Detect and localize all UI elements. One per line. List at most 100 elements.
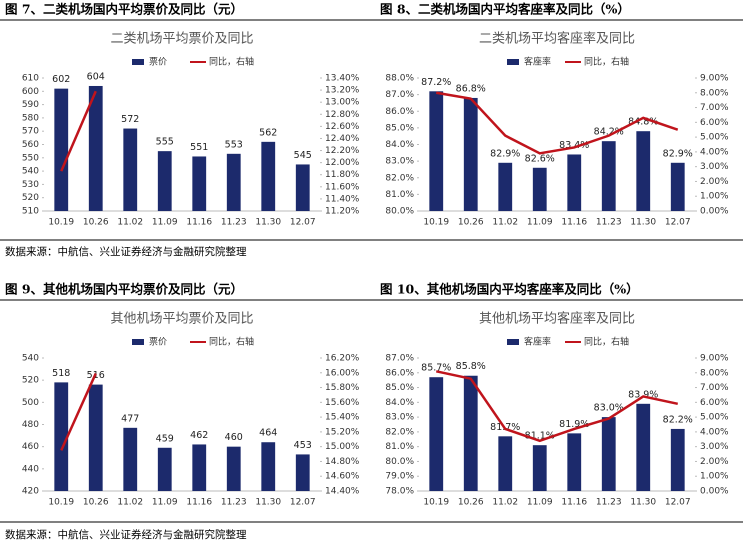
y-tick-label: 85.0% — [385, 383, 414, 393]
x-tick-label: 11.16 — [561, 218, 587, 228]
bar — [567, 154, 582, 211]
x-tick-label: 11.09 — [152, 498, 178, 508]
bar — [532, 167, 547, 211]
bar — [295, 164, 310, 211]
y-tick-label: 79.0% — [385, 472, 414, 482]
bar — [88, 85, 103, 211]
bar — [601, 141, 616, 211]
y-tick-label: 530 — [22, 180, 39, 190]
y-tick-label: 520 — [22, 376, 39, 386]
y2-tick-label: 13.00% — [325, 98, 360, 108]
bar — [498, 162, 513, 211]
x-tick-label: 11.23 — [596, 218, 622, 228]
line — [60, 373, 97, 451]
bar — [463, 97, 478, 211]
bar — [295, 454, 310, 491]
bar — [192, 444, 207, 491]
bar — [670, 162, 685, 211]
y2-tick-label: 14.60% — [325, 472, 360, 482]
bar — [463, 375, 478, 491]
data-label: 460 — [225, 432, 243, 443]
y-tick-label: 87.0% — [385, 354, 414, 364]
y2-tick-label: 5.00% — [700, 413, 729, 423]
y-tick-label: 420 — [22, 487, 39, 497]
data-label: 81.1% — [525, 431, 555, 442]
y-tick-label: 84.0% — [385, 398, 414, 408]
x-tick-label: 10.19 — [423, 498, 449, 508]
y-tick-label: 540 — [22, 354, 39, 364]
x-tick-label: 10.26 — [458, 498, 484, 508]
y2-tick-label: 12.00% — [325, 158, 360, 168]
x-tick-label: 11.30 — [630, 218, 656, 228]
y-tick-label: 440 — [22, 464, 39, 474]
bar — [429, 91, 444, 211]
y2-tick-label: 8.00% — [700, 368, 729, 378]
y2-tick-label: 14.40% — [325, 487, 360, 497]
data-label: 83.0% — [594, 403, 624, 414]
y2-tick-label: 1.00% — [700, 472, 729, 482]
bar — [157, 447, 172, 491]
y2-tick-label: 3.00% — [700, 442, 729, 452]
x-tick-label: 10.19 — [48, 498, 74, 508]
y2-tick-label: 11.80% — [325, 170, 360, 180]
bar — [670, 428, 685, 491]
data-label: 83.9% — [628, 389, 658, 400]
y2-tick-label: 12.20% — [325, 146, 360, 156]
data-label: 82.6% — [525, 153, 555, 164]
y2-tick-label: 1.00% — [700, 192, 729, 202]
y-tick-label: 540 — [22, 167, 39, 177]
x-tick-label: 11.23 — [221, 498, 247, 508]
data-label: 85.7% — [421, 363, 451, 374]
x-tick-label: 11.23 — [221, 218, 247, 228]
y2-tick-label: 4.00% — [700, 427, 729, 437]
bar — [123, 427, 138, 491]
legend-label: 同比，右轴 — [584, 336, 629, 348]
y2-tick-label: 15.00% — [325, 442, 360, 452]
y2-tick-label: 2.00% — [700, 177, 729, 187]
bar — [192, 156, 207, 211]
legend-label: 票价 — [149, 337, 167, 348]
x-tick-label: 11.09 — [527, 498, 553, 508]
legend-swatch — [132, 59, 144, 65]
data-label: 82.2% — [663, 414, 693, 425]
y-tick-label: 78.0% — [385, 487, 414, 497]
data-label: 84.8% — [628, 117, 658, 128]
y-tick-label: 80.0% — [385, 207, 414, 217]
y2-tick-label: 0.00% — [700, 487, 729, 497]
bar — [636, 131, 651, 211]
data-label: 464 — [259, 428, 277, 439]
x-tick-label: 11.30 — [630, 498, 656, 508]
y2-tick-label: 16.20% — [325, 354, 360, 364]
data-label: 551 — [190, 142, 208, 153]
x-tick-label: 11.16 — [561, 498, 587, 508]
x-tick-label: 10.26 — [458, 218, 484, 228]
x-tick-label: 11.16 — [186, 498, 212, 508]
y2-tick-label: 5.00% — [700, 133, 729, 143]
data-label: 453 — [294, 440, 312, 451]
y2-tick-label: 12.60% — [325, 122, 360, 132]
bar — [88, 384, 103, 491]
y2-tick-label: 14.80% — [325, 457, 360, 467]
x-tick-label: 12.07 — [665, 218, 691, 228]
y2-tick-label: 11.40% — [325, 194, 360, 204]
line — [436, 91, 679, 155]
chart-title: 二类机场平均客座率及同比 — [479, 31, 635, 47]
bar — [261, 141, 276, 211]
data-label: 83.4% — [559, 140, 589, 151]
data-label: 459 — [156, 433, 174, 444]
y2-tick-label: 11.60% — [325, 182, 360, 192]
y-tick-label: 88.0% — [385, 74, 414, 84]
y-tick-label: 510 — [22, 207, 39, 217]
x-tick-label: 10.19 — [423, 218, 449, 228]
data-label: 82.9% — [663, 148, 693, 159]
data-label: 562 — [259, 127, 277, 138]
x-tick-label: 10.26 — [83, 218, 109, 228]
data-label: 87.2% — [421, 77, 451, 88]
y2-tick-label: 3.00% — [700, 162, 729, 172]
bar — [601, 417, 616, 491]
chart-title: 其他机场平均票价及同比 — [110, 312, 253, 327]
chart-title: 其他机场平均客座率及同比 — [479, 311, 635, 327]
legend-label: 客座率 — [524, 336, 551, 348]
y2-tick-label: 15.40% — [325, 413, 360, 423]
y2-tick-label: 12.40% — [325, 134, 360, 144]
